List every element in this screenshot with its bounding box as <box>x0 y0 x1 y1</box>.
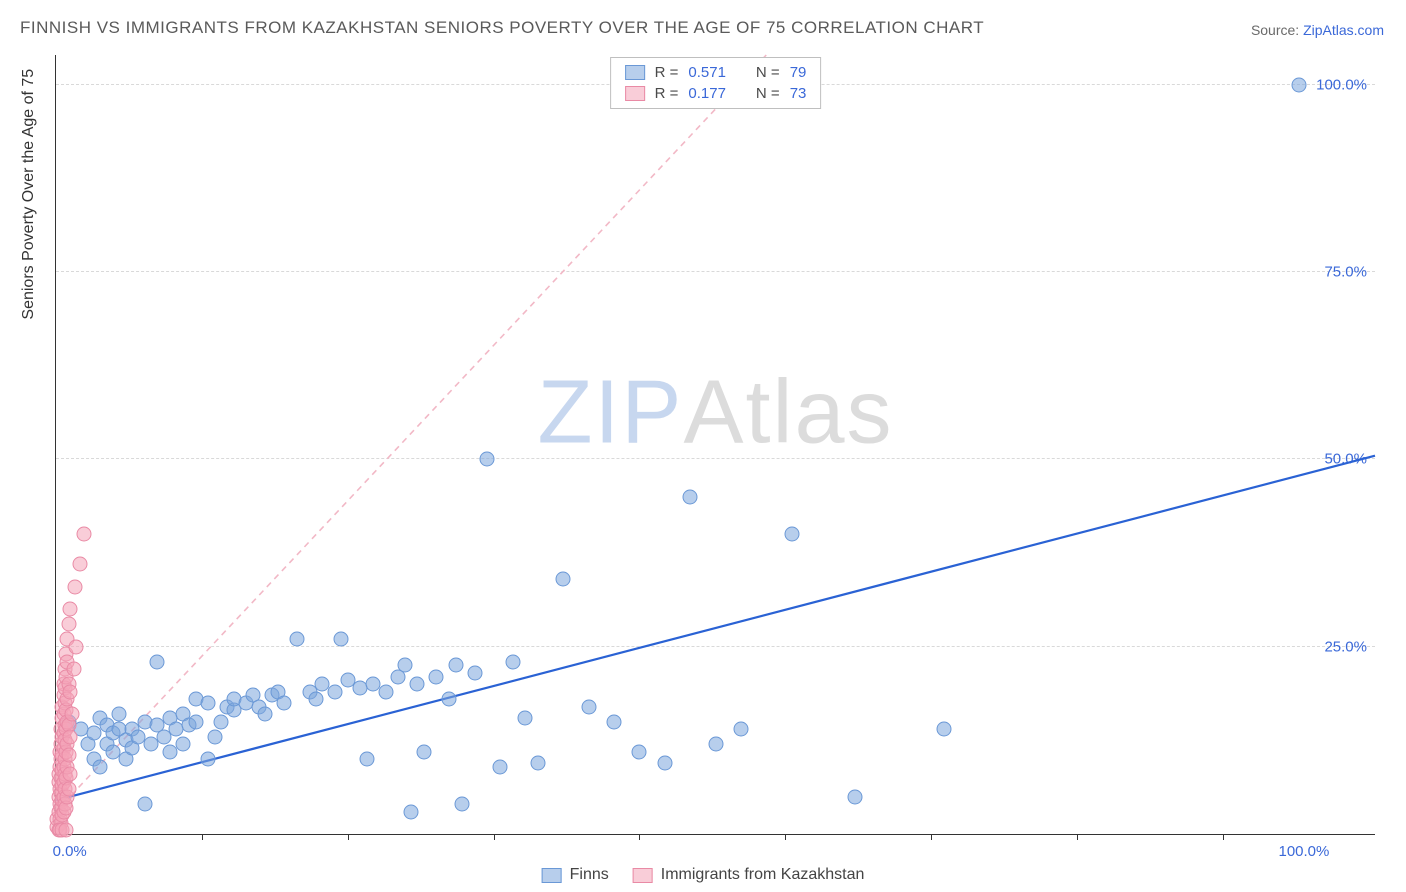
x-tick <box>202 834 203 840</box>
kazakhstan-point <box>66 662 81 677</box>
r-label: R = <box>655 85 679 102</box>
legend-row-kazakhstan: R = 0.177 N = 73 <box>611 83 821 104</box>
x-axis-label: 100.0% <box>1278 843 1329 860</box>
n-value: 79 <box>790 64 807 81</box>
finns-point <box>556 572 571 587</box>
finns-point <box>201 752 216 767</box>
finns-point <box>213 714 228 729</box>
chart-title: FINNISH VS IMMIGRANTS FROM KAZAKHSTAN SE… <box>20 18 984 38</box>
n-label: N = <box>756 64 780 81</box>
source-link[interactable]: ZipAtlas.com <box>1303 22 1384 38</box>
kazakhstan-swatch-icon <box>625 86 645 101</box>
finns-point <box>657 755 672 770</box>
legend-label: Finns <box>570 866 609 884</box>
finns-point <box>201 695 216 710</box>
series-legend: Finns Immigrants from Kazakhstan <box>542 866 865 884</box>
finns-point <box>784 527 799 542</box>
r-value: 0.177 <box>688 85 726 102</box>
finns-point <box>188 714 203 729</box>
finns-point <box>258 707 273 722</box>
finns-point <box>289 632 304 647</box>
kazakhstan-point <box>73 557 88 572</box>
kazakhstan-swatch-icon <box>633 868 653 883</box>
finns-point <box>112 707 127 722</box>
chart-plot-area: ZIPAtlas 25.0%50.0%75.0%100.0% R =0.571N… <box>55 55 1375 835</box>
finns-point <box>480 452 495 467</box>
finns-point <box>378 684 393 699</box>
source-attribution: Source: ZipAtlas.com <box>1251 22 1384 38</box>
finns-point <box>277 695 292 710</box>
finns-point <box>308 692 323 707</box>
finns-point <box>467 665 482 680</box>
legend-item-kazakhstan: Immigrants from Kazakhstan <box>633 866 865 884</box>
finns-point <box>359 752 374 767</box>
finns-point <box>733 722 748 737</box>
finns-point <box>848 789 863 804</box>
finns-swatch-icon <box>542 868 562 883</box>
x-tick <box>348 834 349 840</box>
finns-point <box>1291 77 1306 92</box>
points-layer <box>56 55 1375 834</box>
x-tick <box>931 834 932 840</box>
n-value: 73 <box>790 85 807 102</box>
finns-point <box>410 677 425 692</box>
kazakhstan-point <box>62 684 77 699</box>
kazakhstan-point <box>59 823 74 838</box>
finns-point <box>581 699 596 714</box>
legend-row-finns: R = 0.571 N = 79 <box>611 62 821 83</box>
finns-point <box>518 710 533 725</box>
kazakhstan-point <box>61 617 76 632</box>
x-tick <box>639 834 640 840</box>
r-label: R = <box>655 64 679 81</box>
kazakhstan-point <box>62 602 77 617</box>
n-label: N = <box>756 85 780 102</box>
r-value: 0.571 <box>688 64 726 81</box>
kazakhstan-point <box>61 748 76 763</box>
x-tick <box>1077 834 1078 840</box>
kazakhstan-point <box>65 707 80 722</box>
finns-swatch-icon <box>625 65 645 80</box>
finns-point <box>708 737 723 752</box>
finns-point <box>454 797 469 812</box>
x-tick <box>494 834 495 840</box>
x-axis-label: 0.0% <box>53 843 87 860</box>
kazakhstan-point <box>68 579 83 594</box>
finns-point <box>530 755 545 770</box>
x-tick <box>785 834 786 840</box>
kazakhstan-point <box>69 639 84 654</box>
kazakhstan-point <box>62 729 77 744</box>
finns-point <box>607 714 622 729</box>
finns-point <box>93 759 108 774</box>
kazakhstan-point <box>76 527 91 542</box>
finns-point <box>492 759 507 774</box>
kazakhstan-point <box>62 767 77 782</box>
finns-point <box>334 632 349 647</box>
kazakhstan-point <box>61 782 76 797</box>
finns-point <box>175 737 190 752</box>
finns-point <box>328 684 343 699</box>
finns-point <box>683 489 698 504</box>
finns-point <box>207 729 222 744</box>
finns-point <box>632 744 647 759</box>
finns-point <box>429 669 444 684</box>
finns-point <box>137 797 152 812</box>
finns-point <box>150 654 165 669</box>
correlation-legend: R = 0.571 N = 79 R = 0.177 N = 73 <box>610 57 822 109</box>
source-label: Source: <box>1251 22 1299 38</box>
finns-point <box>404 804 419 819</box>
legend-label: Immigrants from Kazakhstan <box>661 866 865 884</box>
finns-point <box>416 744 431 759</box>
x-tick <box>1223 834 1224 840</box>
finns-point <box>397 658 412 673</box>
finns-point <box>448 658 463 673</box>
y-axis-label: Seniors Poverty Over the Age of 75 <box>20 69 38 320</box>
finns-point <box>936 722 951 737</box>
finns-point <box>505 654 520 669</box>
legend-item-finns: Finns <box>542 866 609 884</box>
finns-point <box>442 692 457 707</box>
